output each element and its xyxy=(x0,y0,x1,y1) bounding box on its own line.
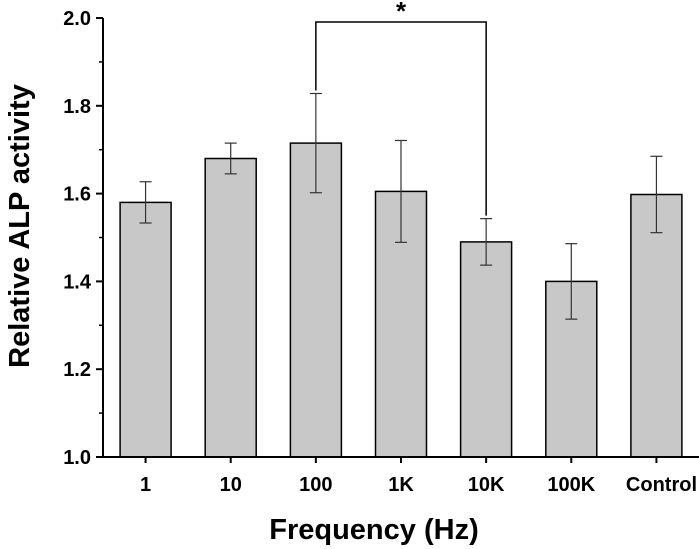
x-tick-label-10: 10 xyxy=(220,474,242,496)
plot-area: 1.0 1.2 1.4 1.6 1.8 2.0 1 10 100 1K 10K 100K Control… xyxy=(63,0,699,496)
y-tick-label: 1.8 xyxy=(63,96,91,118)
y-tick-label: 1.0 xyxy=(63,447,91,469)
bar-1 xyxy=(119,201,172,458)
x-tick-label-1: 1 xyxy=(140,474,151,496)
x-tick-label-100k: 100K xyxy=(547,474,595,496)
x-tick-label-1k: 1K xyxy=(388,474,414,496)
y-tick-label: 1.6 xyxy=(63,184,91,206)
bar-control xyxy=(630,193,683,458)
y-tick-label: 2.0 xyxy=(63,8,91,30)
bar-10 xyxy=(204,157,257,458)
y-axis-title: Relative ALP activity xyxy=(4,84,36,368)
x-tick-label-100: 100 xyxy=(299,474,332,496)
significance-bracket xyxy=(315,21,487,216)
x-tick-label-control: Control xyxy=(626,474,697,496)
bar-10k xyxy=(459,241,513,458)
x-tick-label-10k: 10K xyxy=(468,474,505,496)
x-axis-title: Frequency (Hz) xyxy=(269,514,478,546)
y-tick-label: 1.2 xyxy=(63,359,91,381)
significance-star: * xyxy=(396,0,407,26)
y-tick-label: 1.4 xyxy=(63,271,92,293)
